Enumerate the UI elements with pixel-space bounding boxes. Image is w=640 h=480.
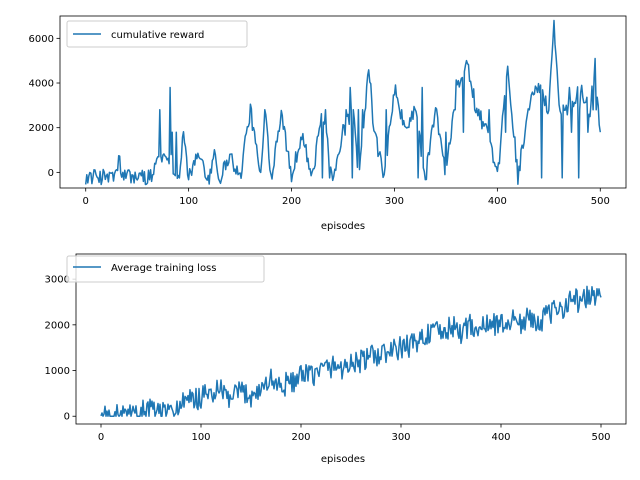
loss-y-tick-label: 0 xyxy=(64,412,70,423)
loss-y-ticks: 0 1000 2000 3000 xyxy=(45,275,76,423)
loss-legend: Average training loss xyxy=(66,255,265,283)
loss-y-tick-label: 3000 xyxy=(45,275,70,286)
loss-x-tick-label: 400 xyxy=(491,432,510,443)
reward-legend-box xyxy=(66,20,248,48)
reward-axes-frame xyxy=(59,15,627,189)
loss-legend-label: Average training loss xyxy=(111,263,216,274)
reward-legend-label: cumulative reward xyxy=(111,30,204,41)
reward-y-ticks: 0 2000 4000 6000 xyxy=(29,34,60,179)
loss-series-layer xyxy=(100,285,602,417)
loss-y-tick-label: 2000 xyxy=(45,320,70,331)
reward-x-tick-label: 200 xyxy=(282,196,301,207)
loss-x-tick-label: 100 xyxy=(191,432,210,443)
reward-x-tick-label: 100 xyxy=(179,196,198,207)
reward-series-line xyxy=(84,19,602,186)
loss-x-tick-label: 200 xyxy=(291,432,310,443)
reward-y-tick-label: 4000 xyxy=(29,79,54,90)
loss-series-line xyxy=(100,285,602,417)
reward-y-tick-label: 6000 xyxy=(29,34,54,45)
reward-series-layer xyxy=(84,19,602,186)
loss-axes-frame xyxy=(75,253,627,425)
reward-y-tick-label: 0 xyxy=(48,168,54,179)
reward-legend: cumulative reward xyxy=(66,20,248,48)
loss-x-tick-label: 0 xyxy=(98,432,104,443)
reward-x-ticks: 0 100 200 300 400 500 xyxy=(83,188,610,207)
loss-x-tick-label: 300 xyxy=(391,432,410,443)
reward-x-tick-label: 0 xyxy=(83,196,89,207)
loss-x-ticks: 0 100 200 300 400 500 xyxy=(98,424,611,443)
reward-x-tick-label: 500 xyxy=(591,196,610,207)
reward-x-tick-label: 300 xyxy=(385,196,404,207)
loss-legend-box xyxy=(66,255,265,283)
reward-y-tick-label: 2000 xyxy=(29,123,54,134)
reward-x-axis-label: episodes xyxy=(321,221,365,232)
loss-y-tick-label: 1000 xyxy=(45,366,70,377)
reward-x-tick-label: 400 xyxy=(488,196,507,207)
loss-x-axis-label: episodes xyxy=(321,454,365,465)
loss-x-tick-label: 500 xyxy=(591,432,610,443)
